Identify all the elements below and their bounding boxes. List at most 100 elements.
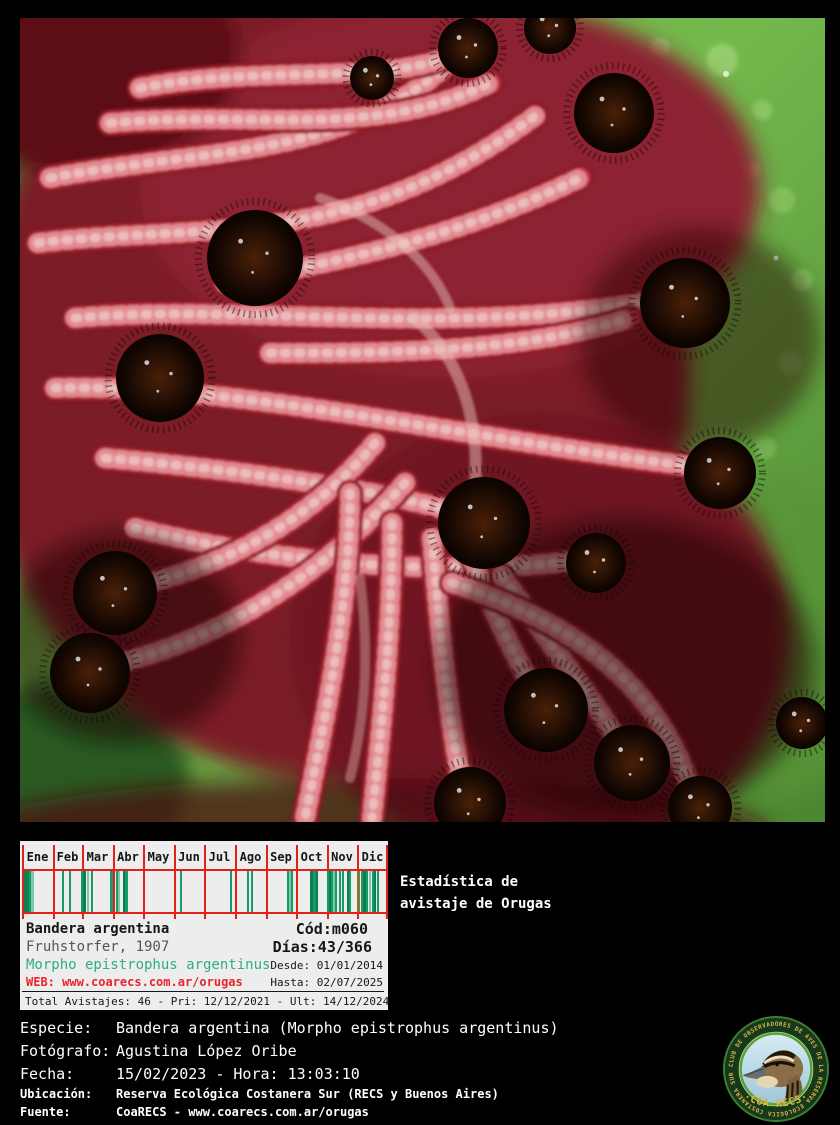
month-separator (22, 845, 24, 919)
sighting-day-bar (342, 871, 344, 912)
month-separator (53, 845, 55, 919)
stats-panel: Ene Feb Mar Abr May Jun Jul Ago Sep Oct Nov Dic Ban… (20, 841, 389, 1010)
coa-recs-logo: CLUB DE OBSERVADORES DE AVES DE LA RESER… (722, 1015, 830, 1123)
sighting-day-bar (251, 871, 253, 912)
month-label-jun: Jun (178, 850, 200, 864)
sighting-day-bar (69, 871, 71, 912)
days-count: Días:43/366 (272, 938, 372, 956)
caterpillar-head (583, 714, 681, 812)
month-separator (296, 845, 298, 919)
species-code: Cód:m060 (295, 920, 368, 938)
caterpillar-head (342, 48, 402, 108)
species-scientific-name: Morpho epistrophus argentinus (26, 957, 271, 973)
species-common-name: Bandera argentina (26, 921, 170, 937)
caterpillar-head (767, 688, 825, 758)
footer-value-fuente[interactable]: CoaRECS - www.coarecs.com.ar/orugas (116, 1105, 369, 1119)
sighting-day-bar (366, 871, 368, 912)
month-label-nov: Nov (331, 850, 353, 864)
month-separator (266, 845, 268, 919)
month-label-oct: Oct (300, 850, 323, 864)
sighting-day-bar (374, 871, 376, 912)
badge-gold-rim (738, 1031, 814, 1107)
month-label-ago: Ago (239, 850, 262, 864)
footer-row-fecha: Fecha: 15/02/2023 - Hora: 13:03:10 (20, 1063, 720, 1086)
caterpillar-head (39, 622, 141, 724)
footer-label-especie: Especie: (20, 1019, 93, 1037)
sighting-day-bar (110, 871, 113, 912)
sighting-day-bar (327, 871, 329, 912)
sighting-day-bar (125, 871, 128, 912)
month-separator (235, 845, 237, 919)
stats-title-line1: Estadística de (400, 874, 519, 890)
sighting-day-bar (372, 871, 374, 912)
footer-row-especie: Especie: Bandera argentina (Morpho epistr… (20, 1017, 720, 1040)
sighting-day-bar (62, 871, 64, 912)
coa-recs-badge: CLUB DE OBSERVADORES DE AVES DE LA RESER… (722, 1015, 830, 1123)
caterpillar-head (424, 757, 516, 822)
month-separator (204, 845, 206, 919)
sighting-day-bar (357, 871, 360, 912)
sighting-day-bar (316, 871, 318, 912)
month-label-sep: Sep (270, 850, 292, 864)
stats-title: Estadística de avistaje de Orugas (400, 871, 552, 915)
sighting-day-bar (377, 871, 379, 912)
sighting-day-bar (116, 871, 118, 912)
sighting-day-bar (329, 871, 331, 912)
caterpillar-head (426, 465, 542, 581)
footer-label-fuente: Fuente: (20, 1105, 71, 1119)
sighting-day-bar (230, 871, 232, 912)
month-separator (113, 845, 115, 919)
sighting-day-bar (87, 871, 89, 912)
sighting-day-bar (289, 871, 291, 912)
caterpillar-photo-art (20, 18, 825, 822)
sighting-day-bar (339, 871, 341, 912)
sighting-day-bar (180, 871, 182, 912)
footer-row-fotografo: Fotógrafo: Agustina López Oribe (20, 1040, 720, 1063)
caterpillar-head (628, 246, 742, 360)
caterpillar-head (563, 62, 665, 164)
sighting-day-bar (369, 871, 371, 912)
sighting-day-bar (361, 871, 363, 912)
sighting-day-bar (83, 871, 86, 912)
caterpillar-head (492, 656, 600, 764)
caterpillar-head (429, 18, 507, 87)
caterpillar-heads (39, 18, 825, 822)
sighting-day-bar (29, 871, 31, 912)
sighting-day-bar (118, 871, 120, 912)
month-separator (143, 845, 145, 919)
sighting-day-bar (26, 871, 29, 912)
sighting-day-bar (310, 871, 313, 912)
sighting-day-bar (333, 871, 335, 912)
species-author: Fruhstorfer, 1907 (26, 939, 170, 955)
footer-value-especie: Bandera argentina (Morpho epistrophus ar… (116, 1019, 559, 1037)
sighting-day-bar (313, 871, 316, 912)
footer-label-fecha: Fecha: (20, 1065, 75, 1083)
sighting-day-bar (247, 871, 249, 912)
sighting-day-bar (31, 871, 34, 912)
sighting-day-bar (347, 871, 349, 912)
sighting-day-bar (287, 871, 289, 912)
month-label-jul: Jul (208, 850, 231, 864)
sighting-calendar: Ene Feb Mar Abr May Jun Jul Ago Sep Oct Nov Dic (22, 845, 388, 925)
month-separator (174, 845, 176, 919)
footer-row-fuente: Fuente: CoaRECS - www.coarecs.com.ar/orug… (20, 1104, 720, 1122)
footer-value-fecha: 15/02/2023 - Hora: 13:03:10 (116, 1065, 360, 1083)
range-desde: Desde: 01/01/2014 (270, 959, 383, 972)
caterpillar-head (658, 766, 742, 822)
caterpillar-head (104, 322, 216, 434)
stats-title-line2: avistaje de Orugas (400, 896, 552, 912)
month-label-ene: Ene (26, 850, 49, 864)
sighting-day-bar (91, 871, 93, 912)
month-label-abr: Abr (117, 850, 139, 864)
web-link[interactable]: WEB: www.coarecs.com.ar/orugas (26, 975, 243, 989)
sighting-day-bar (24, 871, 26, 912)
sighting-day-bar (123, 871, 125, 912)
footer-label-fotografo: Fotógrafo: (20, 1042, 111, 1060)
footer-row-ubicacion: Ubicación: Reserva Ecológica Costanera Su… (20, 1086, 720, 1104)
caterpillar-head (674, 427, 766, 519)
sighting-day-bar (349, 871, 351, 912)
duck-head-illustration (742, 1050, 804, 1104)
month-label-dic: Dic (361, 850, 384, 864)
footer-label-ubicacion: Ubicación: (20, 1087, 93, 1101)
